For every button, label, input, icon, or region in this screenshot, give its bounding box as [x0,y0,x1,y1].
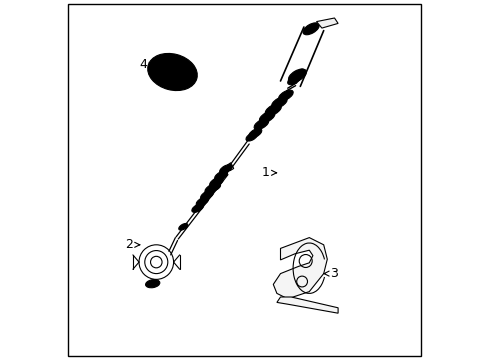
Ellipse shape [264,104,281,116]
Ellipse shape [303,23,319,35]
Ellipse shape [287,75,300,85]
Ellipse shape [179,224,187,230]
Ellipse shape [196,197,208,206]
Ellipse shape [254,119,268,130]
Ellipse shape [278,90,293,101]
Polygon shape [276,297,337,313]
Ellipse shape [147,53,197,91]
Ellipse shape [204,184,218,194]
Ellipse shape [245,132,257,141]
Ellipse shape [191,204,203,212]
Ellipse shape [209,177,223,187]
Text: 4: 4 [140,58,154,71]
Ellipse shape [259,111,274,123]
Text: 2: 2 [125,238,140,251]
Ellipse shape [248,129,261,138]
Ellipse shape [288,69,305,82]
Ellipse shape [145,280,160,288]
Ellipse shape [200,190,213,200]
Ellipse shape [214,171,227,180]
Text: 1: 1 [262,166,276,179]
Polygon shape [227,163,233,171]
Ellipse shape [155,59,190,85]
Text: 3: 3 [324,267,338,280]
Ellipse shape [219,165,231,174]
Ellipse shape [271,97,286,108]
Polygon shape [273,238,326,299]
Ellipse shape [210,184,220,191]
Polygon shape [316,18,337,28]
